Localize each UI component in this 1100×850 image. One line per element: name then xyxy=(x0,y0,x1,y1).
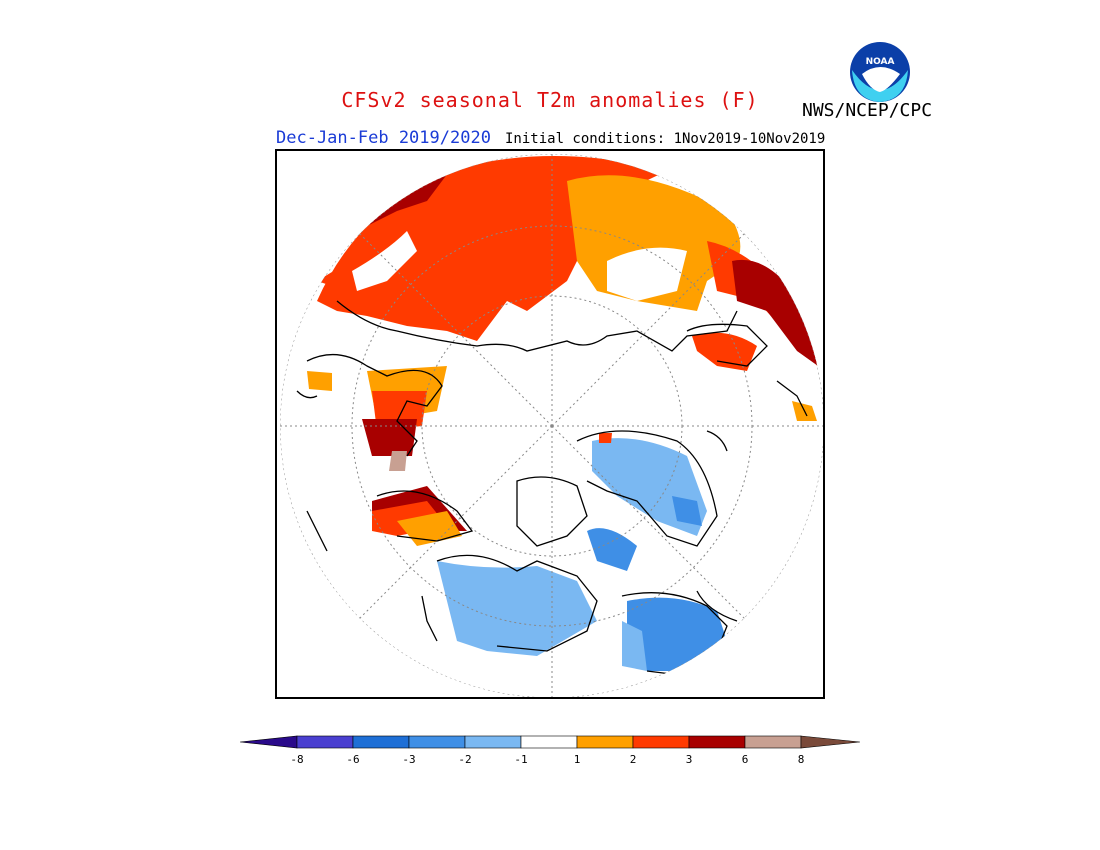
legend-tick: -2 xyxy=(458,753,471,766)
anomaly-region-east-asia-blue xyxy=(627,597,727,671)
anomaly-region-far-east-darkred xyxy=(732,259,823,371)
legend-swatch xyxy=(352,735,410,749)
legend-tick: -8 xyxy=(290,753,303,766)
legend-swatch xyxy=(408,735,466,749)
anomaly-region-labrador-orange xyxy=(397,511,462,546)
legend-tick: -3 xyxy=(402,753,415,766)
period-label: Dec-Jan-Feb 2019/2020 xyxy=(276,128,491,148)
legend-swatch xyxy=(520,735,578,749)
anomaly-region-east-asia-lightblue xyxy=(622,621,647,671)
legend-swatch xyxy=(464,735,522,749)
svg-text:NOAA: NOAA xyxy=(866,57,895,67)
legend-tick: 6 xyxy=(742,753,749,766)
graticule xyxy=(280,154,823,697)
neutral-region-central-asia xyxy=(607,247,687,301)
legend-tick: 3 xyxy=(686,753,693,766)
neutral-region-europe xyxy=(352,231,417,291)
anomaly-region-alaska-blue xyxy=(672,496,702,526)
legend-arrow-low xyxy=(239,735,298,749)
anomaly-region-ak-red xyxy=(599,433,612,443)
anomaly-region-china-red xyxy=(692,332,757,371)
initial-conditions-label: Initial conditions: 1Nov2019-10Nov2019 xyxy=(505,131,826,147)
legend-swatch xyxy=(688,735,746,749)
anomaly-region-iceland-orange xyxy=(307,371,332,391)
agency-label: NWS/NCEP/CPC xyxy=(802,100,933,121)
legend-tick: 2 xyxy=(630,753,637,766)
polar-map-panel xyxy=(275,149,825,699)
legend-tick: 1 xyxy=(574,753,581,766)
legend-tick: 8 xyxy=(798,753,805,766)
anomaly-region-us-lightblue xyxy=(437,561,597,656)
legend-swatch xyxy=(632,735,690,749)
chart-title: CFSv2 seasonal T2m anomalies (F) xyxy=(341,88,759,112)
legend-swatch xyxy=(576,735,634,749)
noaa-logo: NOAA xyxy=(848,40,912,104)
anomaly-region-greenland-darkred xyxy=(362,419,417,456)
anomaly-region-greenland-tan xyxy=(389,451,407,471)
legend-tick: -6 xyxy=(346,753,359,766)
coastlines xyxy=(296,300,808,677)
legend-swatch xyxy=(744,735,802,749)
color-legend: -8 -6 -3 -2 -1 1 2 3 6 8 xyxy=(239,732,861,772)
legend-arrow-high xyxy=(800,735,861,749)
legend-tick: -1 xyxy=(514,753,527,766)
polar-anomaly-map xyxy=(280,154,823,697)
anomaly-region-canada-blue xyxy=(587,528,637,571)
legend-swatch xyxy=(296,735,354,749)
